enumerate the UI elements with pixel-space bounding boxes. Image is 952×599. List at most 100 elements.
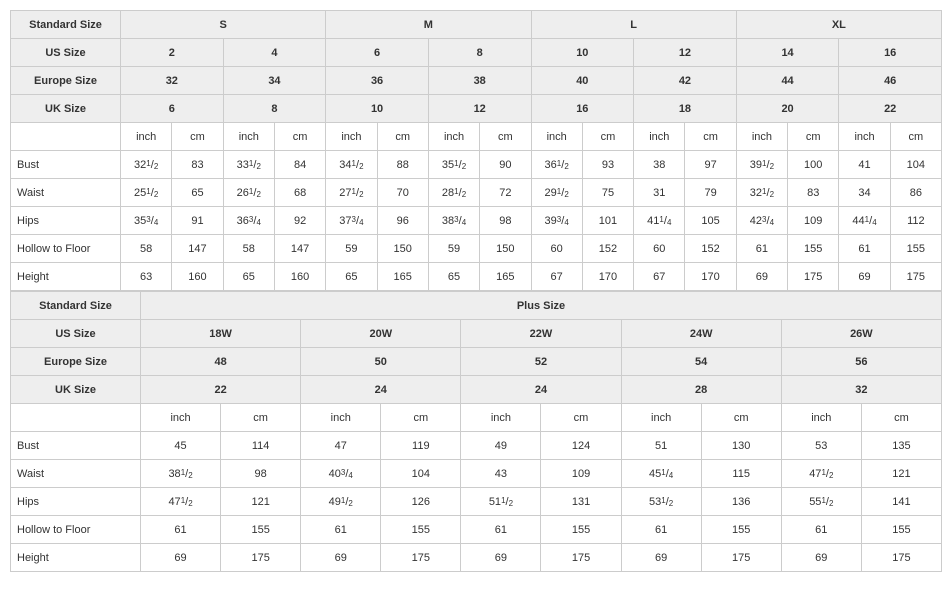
std-xl: XL [736, 11, 941, 39]
cell-inch: 361/2 [531, 151, 582, 179]
cell-inch: 67 [634, 263, 685, 291]
cell-inch: 59 [428, 235, 479, 263]
cell-inch: 321/2 [121, 151, 172, 179]
cell-cm: 175 [701, 544, 781, 572]
cell-inch: 291/2 [531, 179, 582, 207]
cell-cm: 83 [172, 151, 223, 179]
cell-inch: 60 [531, 235, 582, 263]
cell-cm: 155 [861, 516, 941, 544]
cell-cm: 152 [582, 235, 633, 263]
label-standard-size-2: Standard Size [11, 292, 141, 320]
cell-cm: 109 [788, 207, 839, 235]
cell-inch: 491/2 [301, 488, 381, 516]
cell-inch: 363/4 [223, 207, 274, 235]
cell-inch: 41 [839, 151, 890, 179]
cell-inch: 34 [839, 179, 890, 207]
cell-cm: 155 [541, 516, 621, 544]
cell-inch: 471/2 [141, 488, 221, 516]
cell-inch: 58 [121, 235, 172, 263]
cell-cm: 104 [890, 151, 941, 179]
label-europe-size: Europe Size [11, 67, 121, 95]
cell-inch: 63 [121, 263, 172, 291]
cell-inch: 351/2 [428, 151, 479, 179]
cell-inch: 61 [839, 235, 890, 263]
cell-cm: 131 [541, 488, 621, 516]
cell-inch: 61 [736, 235, 787, 263]
cell-cm: 155 [221, 516, 301, 544]
cell-cm: 96 [377, 207, 428, 235]
cell-inch: 69 [301, 544, 381, 572]
cell-cm: 135 [861, 432, 941, 460]
table-row: Bust321/283331/284341/288351/290361/2933… [11, 151, 942, 179]
cell-inch: 61 [461, 516, 541, 544]
cell-cm: 175 [221, 544, 301, 572]
table-row: Hips353/491363/492373/496383/498393/4101… [11, 207, 942, 235]
cell-cm: 119 [381, 432, 461, 460]
cell-cm: 86 [890, 179, 941, 207]
cell-cm: 170 [685, 263, 736, 291]
cell-inch: 451/4 [621, 460, 701, 488]
row-plus-europe: Europe Size 48 50 52 54 56 [11, 348, 942, 376]
cell-inch: 53 [781, 432, 861, 460]
cell-cm: 150 [377, 235, 428, 263]
row-plus-us: US Size 18W 20W 22W 24W 26W [11, 320, 942, 348]
cell-cm: 175 [788, 263, 839, 291]
cell-inch: 321/2 [736, 179, 787, 207]
cell-inch: 59 [326, 235, 377, 263]
label-plus-size: Plus Size [141, 292, 942, 320]
cell-inch: 65 [223, 263, 274, 291]
cell-inch: 61 [301, 516, 381, 544]
row-units: inchcm inchcm inchcm inchcm inchcm inchc… [11, 123, 942, 151]
cell-inch: 261/2 [223, 179, 274, 207]
cell-cm: 100 [788, 151, 839, 179]
table-row: Waist251/265261/268271/270281/272291/275… [11, 179, 942, 207]
cell-cm: 175 [541, 544, 621, 572]
cell-inch: 45 [141, 432, 221, 460]
cell-cm: 165 [377, 263, 428, 291]
row-label: Height [11, 263, 121, 291]
cell-cm: 84 [274, 151, 325, 179]
cell-cm: 175 [861, 544, 941, 572]
cell-inch: 69 [621, 544, 701, 572]
row-plus-units: inchcm inchcm inchcm inchcm inchcm [11, 404, 942, 432]
cell-inch: 353/4 [121, 207, 172, 235]
cell-cm: 147 [274, 235, 325, 263]
cell-cm: 92 [274, 207, 325, 235]
row-label: Bust [11, 432, 141, 460]
cell-inch: 69 [461, 544, 541, 572]
row-uk-size: UK Size 6 8 10 12 16 18 20 22 [11, 95, 942, 123]
cell-inch: 43 [461, 460, 541, 488]
std-l: L [531, 11, 736, 39]
cell-cm: 68 [274, 179, 325, 207]
table-row: Height6316065160651656516567170671706917… [11, 263, 942, 291]
cell-cm: 98 [221, 460, 301, 488]
cell-inch: 251/2 [121, 179, 172, 207]
cell-inch: 403/4 [301, 460, 381, 488]
cell-inch: 47 [301, 432, 381, 460]
cell-cm: 65 [172, 179, 223, 207]
cell-inch: 331/2 [223, 151, 274, 179]
cell-inch: 61 [621, 516, 701, 544]
cell-cm: 165 [480, 263, 531, 291]
cell-cm: 90 [480, 151, 531, 179]
table-row: Hollow to Floor6115561155611556115561155 [11, 516, 942, 544]
cell-cm: 124 [541, 432, 621, 460]
table-row: Height6917569175691756917569175 [11, 544, 942, 572]
std-m: M [326, 11, 531, 39]
size-chart-standard: Standard Size S M L XL US Size 2 4 6 8 1… [10, 10, 942, 291]
cell-inch: 69 [839, 263, 890, 291]
cell-inch: 511/2 [461, 488, 541, 516]
cell-inch: 281/2 [428, 179, 479, 207]
cell-cm: 75 [582, 179, 633, 207]
cell-cm: 109 [541, 460, 621, 488]
table-row: Hollow to Floor5814758147591505915060152… [11, 235, 942, 263]
cell-inch: 271/2 [326, 179, 377, 207]
cell-cm: 70 [377, 179, 428, 207]
cell-cm: 136 [701, 488, 781, 516]
cell-cm: 175 [381, 544, 461, 572]
table-row: Bust4511447119491245113053135 [11, 432, 942, 460]
cell-cm: 88 [377, 151, 428, 179]
cell-inch: 51 [621, 432, 701, 460]
cell-inch: 65 [326, 263, 377, 291]
cell-cm: 97 [685, 151, 736, 179]
